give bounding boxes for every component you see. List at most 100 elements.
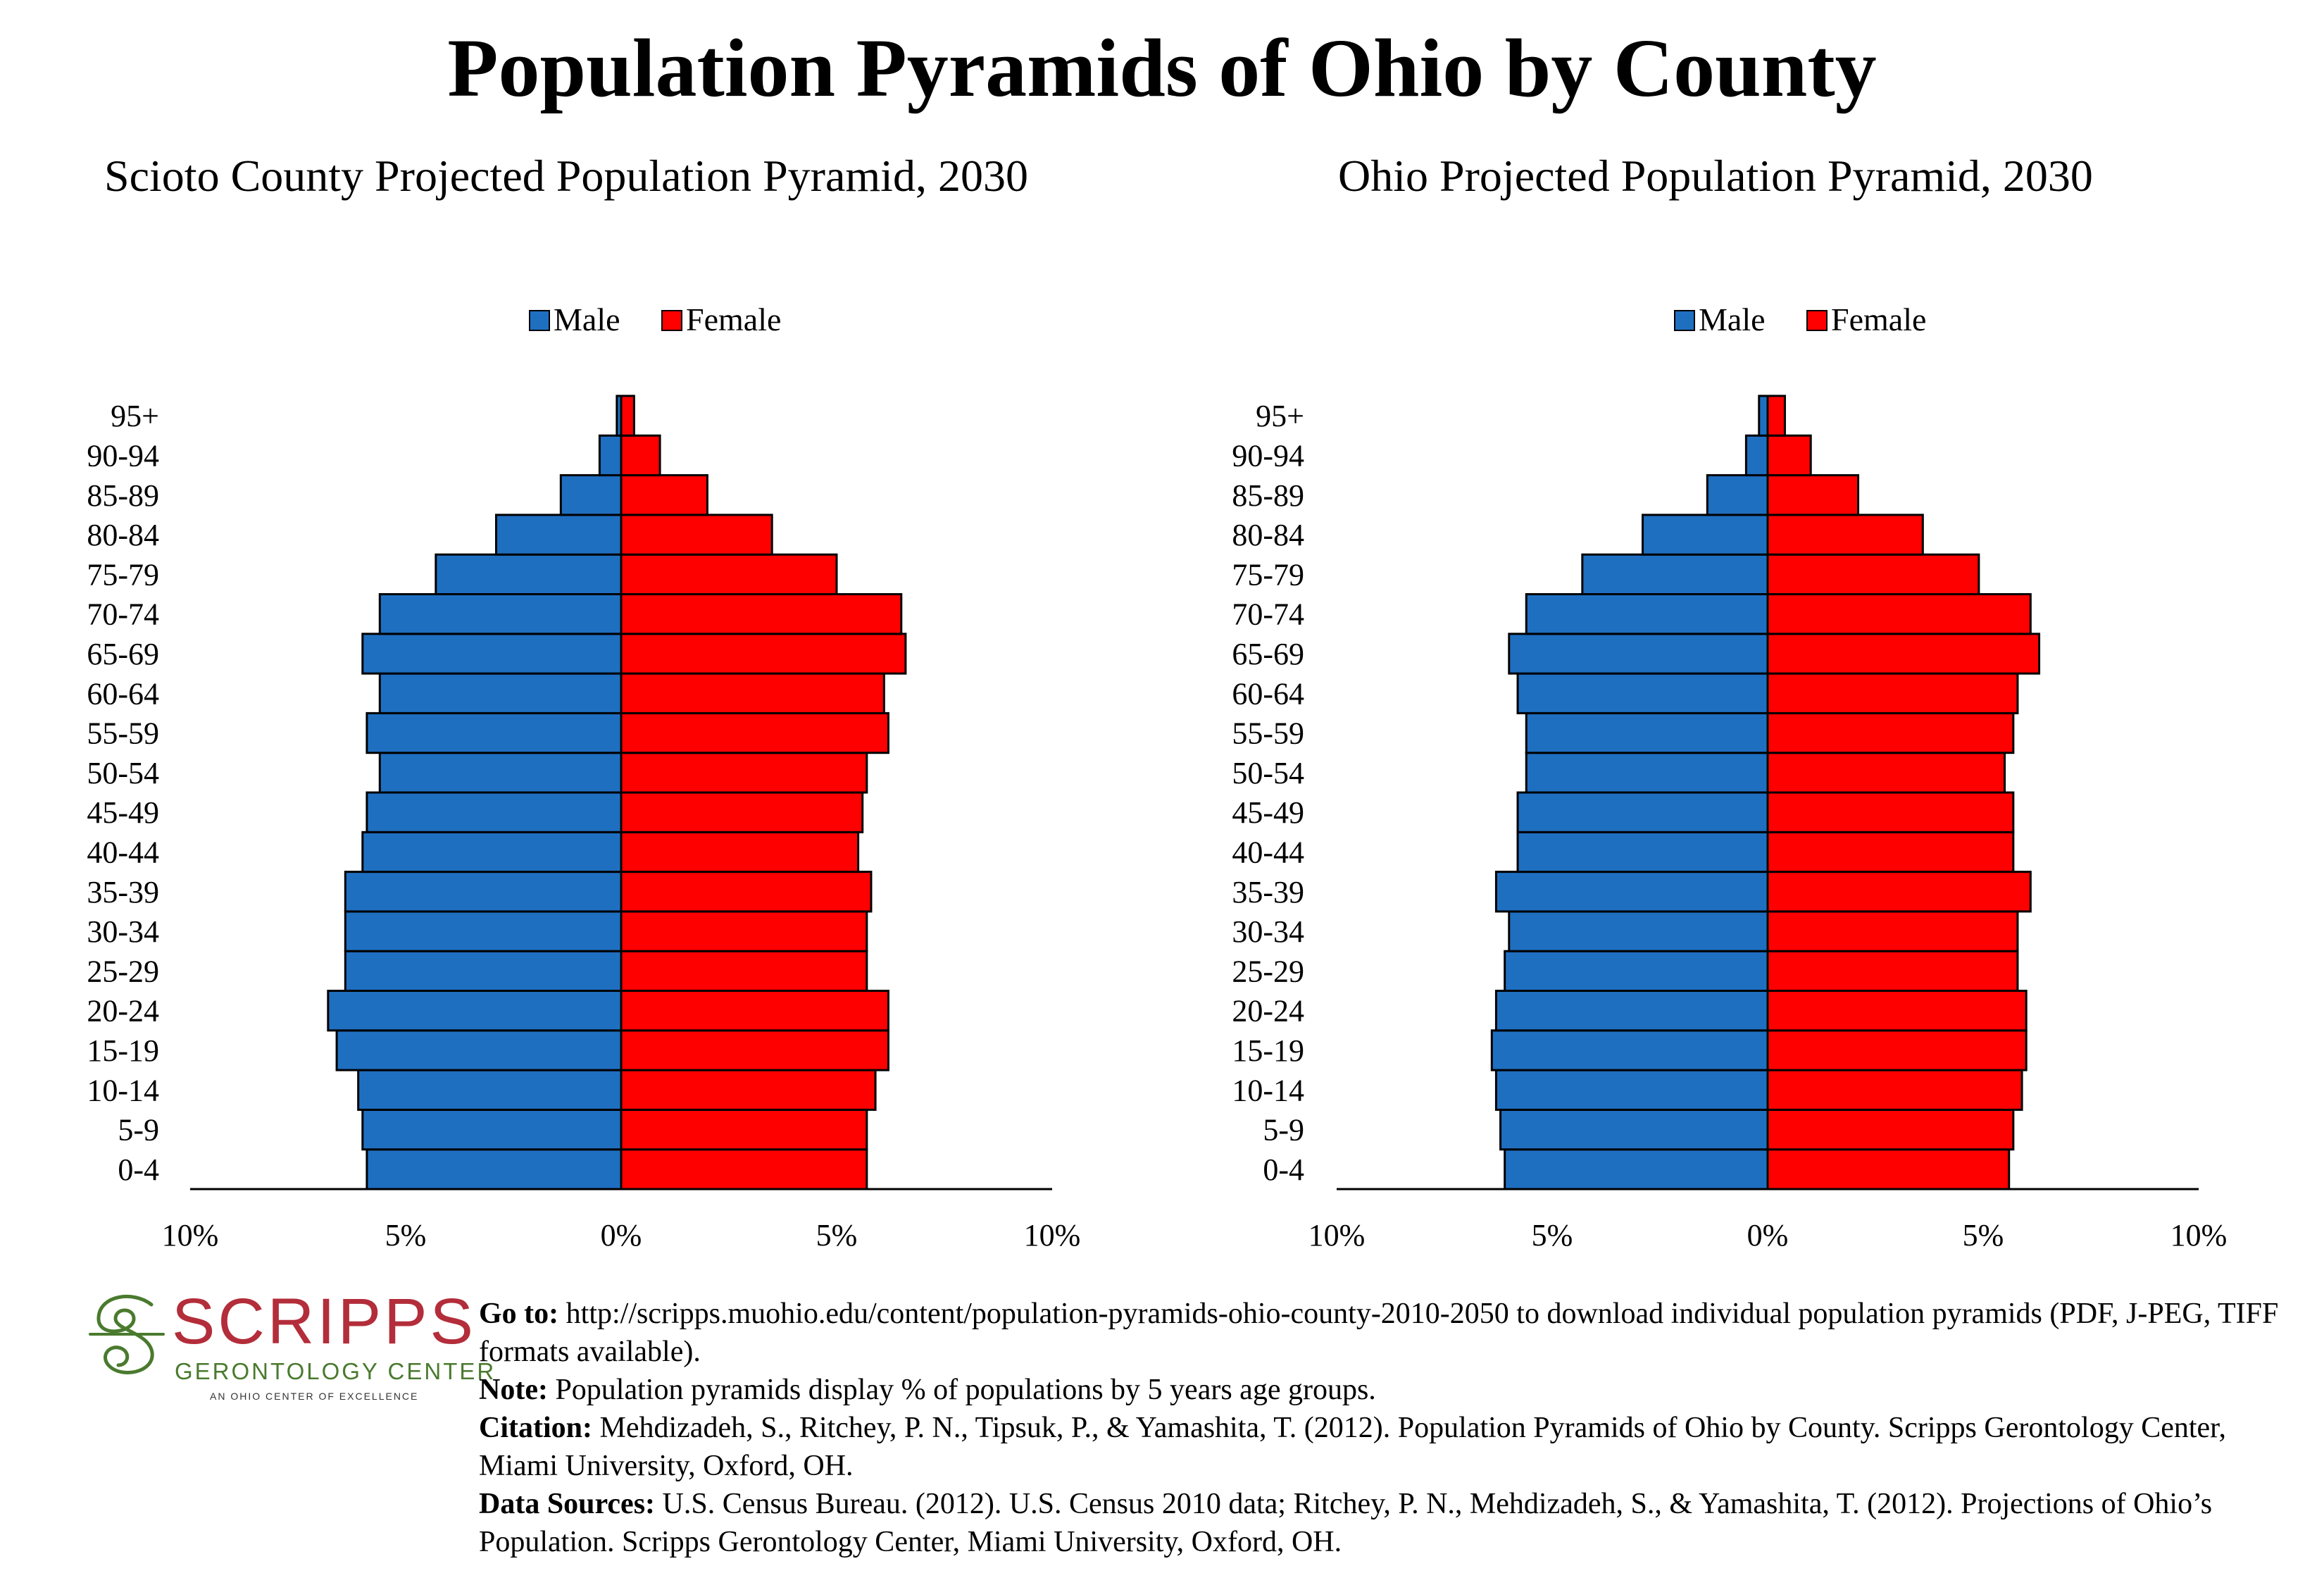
scioto-x-tick-label: 5% <box>816 1218 858 1253</box>
ohio-bar-female-15-19 <box>1766 1029 2028 1071</box>
scioto-bar-female-25-29 <box>620 950 868 992</box>
scioto-age-label-55-59: 55-59 <box>87 716 159 751</box>
ohio-age-label-45-49: 45-49 <box>1232 795 1304 830</box>
scioto-age-label-90-94: 90-94 <box>87 438 159 473</box>
ohio-bar-male-60-64 <box>1516 672 1769 714</box>
ohio-bar-male-30-34 <box>1508 910 1769 952</box>
ohio-x-tick-label: 10% <box>1308 1218 1366 1253</box>
scioto-bar-male-15-19 <box>335 1029 623 1071</box>
scioto-bar-female-85-89 <box>620 474 708 516</box>
ohio-age-label-35-39: 35-39 <box>1232 875 1304 909</box>
ohio-bar-male-70-74 <box>1525 593 1769 635</box>
scripps-swirl-icon <box>89 1294 165 1374</box>
ohio-age-label-65-69: 65-69 <box>1232 637 1304 671</box>
scioto-pyramid-chart: Male Female 0-4 5-9 10-14 15-19 20-24 25-29 30-3… <box>87 302 1081 1253</box>
ohio-bar-male-40-44 <box>1516 831 1769 874</box>
ohio-bar-female-5-9 <box>1766 1108 2015 1151</box>
ohio-x-tick-label: 5% <box>1963 1218 2004 1253</box>
scioto-bar-male-55-59 <box>366 711 623 754</box>
scioto-bar-male-20-24 <box>327 990 623 1032</box>
goto-label: Go to: <box>479 1298 559 1330</box>
main-title: Population Pyramids of Ohio by County <box>447 22 1877 114</box>
ohio-bar-female-60-64 <box>1766 672 2019 714</box>
ohio-age-label-25-29: 25-29 <box>1232 954 1304 988</box>
citation-text: Mehdizadeh, S., Ritchey, P. N., Tipsuk, … <box>479 1412 2226 1482</box>
ohio-age-label-55-59: 55-59 <box>1232 716 1304 751</box>
ohio-x-tick-label: 10% <box>2170 1218 2228 1253</box>
scioto-age-label-30-34: 30-34 <box>87 914 159 949</box>
scioto-bar-female-10-14 <box>620 1069 877 1111</box>
ohio-bar-male-20-24 <box>1494 990 1769 1032</box>
ohio-bar-male-75-79 <box>1581 553 1769 596</box>
scioto-age-label-25-29: 25-29 <box>87 954 159 988</box>
ohio-x-tick-label: 0% <box>1747 1218 1789 1253</box>
scioto-bar-male-0-4 <box>366 1148 623 1191</box>
ohio-bar-male-90-94 <box>1744 434 1769 477</box>
scioto-x-tick-label: 5% <box>385 1218 427 1253</box>
scioto-bar-female-45-49 <box>620 791 864 833</box>
scioto-bar-male-30-34 <box>344 910 623 952</box>
ohio-legend: Male Female <box>1674 302 1926 337</box>
scioto-bar-female-90-94 <box>620 434 661 477</box>
ohio-age-label-0-4: 0-4 <box>1263 1152 1304 1187</box>
logo-subtitle: GERONTOLOGY CENTER <box>175 1358 496 1384</box>
scioto-age-label-75-79: 75-79 <box>87 557 159 592</box>
scioto-bar-male-60-64 <box>378 672 623 714</box>
ohio-age-label-50-54: 50-54 <box>1232 756 1304 790</box>
ohio-legend-male-swatch <box>1674 310 1695 331</box>
sources-text: U.S. Census Bureau. (2012). U.S. Census … <box>479 1488 2213 1558</box>
scioto-age-label-40-44: 40-44 <box>87 835 159 869</box>
ohio-bar-male-80-84 <box>1642 514 1769 556</box>
scripps-logo: SCRIPPS GERONTOLOGY CENTER AN OHIO CENTE… <box>85 1289 494 1409</box>
scioto-age-label-85-89: 85-89 <box>87 478 159 513</box>
note-text: Population pyramids display % of populat… <box>555 1374 1376 1406</box>
ohio-bar-male-85-89 <box>1706 474 1769 516</box>
scioto-bar-female-20-24 <box>620 990 889 1032</box>
ohio-bar-male-15-19 <box>1490 1029 1769 1071</box>
ohio-bar-female-85-89 <box>1766 474 1860 516</box>
ohio-age-label-40-44: 40-44 <box>1232 835 1304 869</box>
chart-title-ohio: Ohio Projected Population Pyramid, 2030 <box>1338 151 2093 201</box>
scioto-age-label-15-19: 15-19 <box>87 1033 159 1068</box>
ohio-bar-female-45-49 <box>1766 791 2015 833</box>
ohio-bar-male-65-69 <box>1508 633 1769 675</box>
ohio-age-label-75-79: 75-79 <box>1232 557 1304 592</box>
ohio-age-label-70-74: 70-74 <box>1232 597 1304 632</box>
scioto-age-label-60-64: 60-64 <box>87 676 159 711</box>
ohio-age-label-90-94: 90-94 <box>1232 438 1304 473</box>
ohio-bar-male-45-49 <box>1516 791 1769 833</box>
ohio-age-label-80-84: 80-84 <box>1232 518 1304 552</box>
scioto-bar-female-5-9 <box>620 1108 868 1151</box>
scioto-bar-female-40-44 <box>620 831 860 874</box>
chart-title-scioto: Scioto County Projected Population Pyram… <box>104 151 1028 201</box>
scioto-legend-male-label: Male <box>554 302 620 337</box>
ohio-age-label-10-14: 10-14 <box>1232 1073 1304 1107</box>
ohio-bar-female-55-59 <box>1766 711 2015 754</box>
scioto-bar-male-85-89 <box>559 474 623 516</box>
scioto-age-label-0-4: 0-4 <box>118 1152 159 1187</box>
scioto-bar-male-80-84 <box>495 514 623 556</box>
ohio-bar-male-25-29 <box>1504 950 1769 992</box>
sources-label: Data Sources: <box>479 1488 656 1520</box>
scioto-bar-male-40-44 <box>361 831 623 874</box>
logo-wordmark: SCRIPPS <box>172 1286 476 1357</box>
ohio-pyramid-chart: Male Female 0-4 5-9 10-14 15-19 20-24 25-29 30-3… <box>1232 302 2228 1253</box>
ohio-legend-male-label: Male <box>1699 302 1766 337</box>
scioto-age-label-45-49: 45-49 <box>87 795 159 830</box>
scioto-legend-female-swatch <box>661 310 682 331</box>
ohio-bar-female-10-14 <box>1766 1069 2023 1111</box>
goto-text: http://scripps.muohio.edu/content/popula… <box>479 1298 2279 1368</box>
ohio-bar-female-25-29 <box>1766 950 2019 992</box>
ohio-age-label-85-89: 85-89 <box>1232 478 1304 513</box>
scioto-age-label-5-9: 5-9 <box>118 1113 159 1148</box>
scioto-bar-female-95+ <box>620 394 635 437</box>
ohio-bar-female-50-54 <box>1766 752 2006 794</box>
ohio-bar-male-55-59 <box>1525 711 1769 754</box>
scioto-bar-female-0-4 <box>620 1148 868 1191</box>
scioto-x-tick-label: 10% <box>1024 1218 1081 1253</box>
scioto-bar-female-80-84 <box>620 514 773 556</box>
ohio-bar-female-0-4 <box>1766 1148 2011 1191</box>
scioto-age-label-50-54: 50-54 <box>87 756 159 790</box>
ohio-bar-female-35-39 <box>1766 871 2032 913</box>
ohio-bar-female-40-44 <box>1766 831 2015 874</box>
